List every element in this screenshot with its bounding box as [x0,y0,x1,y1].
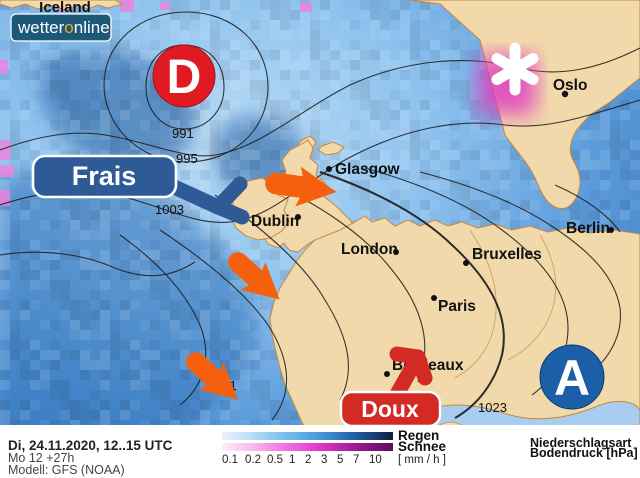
svg-text:Doux: Doux [361,396,419,422]
svg-text:Frais: Frais [72,161,137,191]
svg-text:Paris: Paris [438,298,476,315]
svg-text:D: D [167,51,202,104]
svg-text:Dublin: Dublin [251,213,299,230]
svg-text:Bodendruck [hPa]: Bodendruck [hPa] [530,446,638,460]
svg-text:0.1: 0.1 [222,454,238,466]
svg-text:0.2: 0.2 [245,454,261,466]
svg-text:Berlin: Berlin [566,220,610,237]
svg-text:London: London [341,241,398,258]
svg-text:wetteronline: wetteronline [17,18,110,37]
svg-text:1003: 1003 [155,202,184,217]
svg-text:5: 5 [337,454,343,466]
svg-text:3: 3 [321,454,327,466]
svg-text:A: A [554,350,590,406]
svg-text:Modell: GFS (NOAA): Modell: GFS (NOAA) [8,463,125,477]
svg-text:995: 995 [176,151,198,166]
svg-text:7: 7 [353,454,359,466]
svg-text:1023: 1023 [478,400,507,415]
svg-text:Glasgow: Glasgow [335,161,401,178]
svg-text:991: 991 [172,126,194,141]
svg-text:Oslo: Oslo [553,77,587,94]
svg-text:0.5: 0.5 [267,454,283,466]
svg-text:[ mm / h ]: [ mm / h ] [398,454,446,466]
svg-text:Schnee: Schnee [398,439,447,454]
svg-text:2: 2 [305,454,311,466]
svg-text:10: 10 [369,454,382,466]
svg-text:1: 1 [289,454,295,466]
svg-text:Bruxelles: Bruxelles [472,246,542,263]
